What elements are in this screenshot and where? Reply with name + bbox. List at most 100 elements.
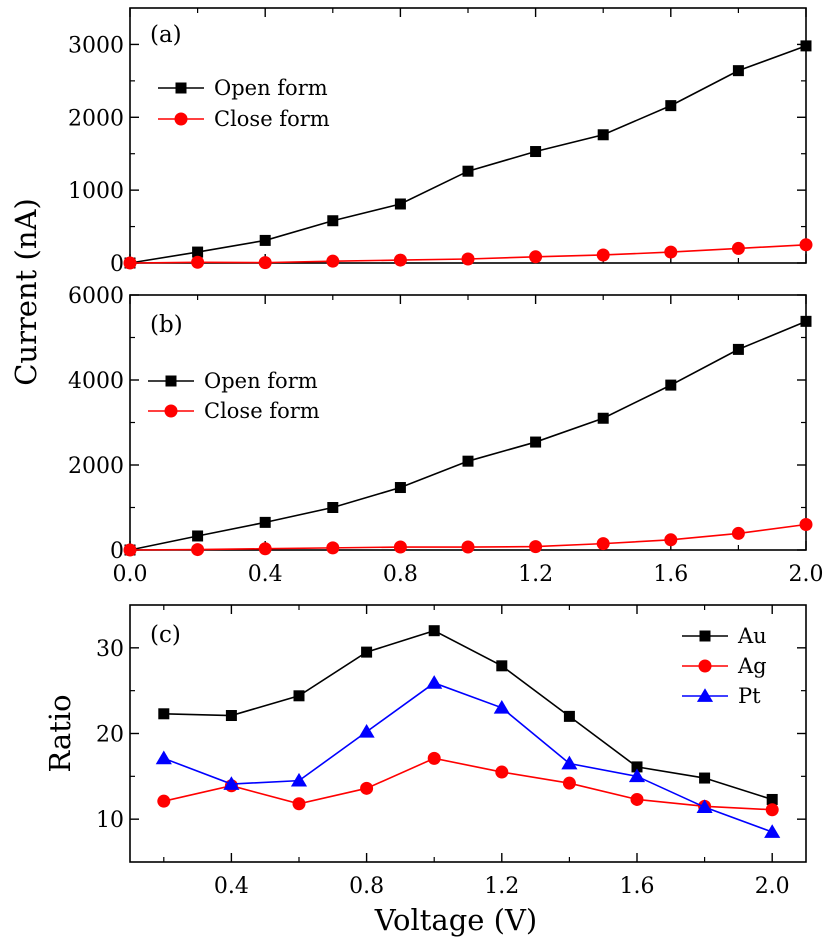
data-point — [529, 250, 543, 264]
data-point — [290, 772, 308, 787]
data-point — [157, 794, 171, 808]
data-point — [123, 543, 137, 557]
data-point — [461, 540, 475, 554]
data-point — [563, 710, 575, 722]
data-point — [530, 436, 542, 448]
data-point — [393, 540, 407, 554]
y-tick-label: 4000 — [68, 369, 124, 394]
data-point — [394, 198, 406, 210]
y-tick-label: 0 — [110, 539, 124, 564]
data-point — [561, 755, 578, 770]
x-tick-label: 0.4 — [248, 562, 283, 587]
data-point — [360, 781, 374, 795]
data-point — [597, 129, 609, 141]
data-point — [628, 768, 646, 783]
data-point — [664, 245, 678, 259]
data-point — [596, 248, 610, 262]
data-point — [258, 256, 272, 270]
x-tick-label: 0.4 — [214, 874, 249, 899]
data-point — [461, 252, 475, 266]
data-point — [326, 541, 340, 555]
data-point — [462, 165, 474, 177]
data-point — [426, 675, 443, 689]
data-point — [155, 750, 172, 765]
x-tick-label: 0.0 — [113, 562, 148, 587]
data-point — [259, 516, 271, 528]
data-point — [799, 518, 813, 531]
x-tick-label: 2.0 — [755, 874, 790, 899]
data-point — [192, 246, 204, 258]
data-point — [732, 343, 744, 355]
data-point — [493, 700, 510, 714]
y-tick-label: 10 — [96, 808, 124, 833]
data-point — [361, 646, 373, 658]
plot-frame — [129, 7, 807, 264]
data-point — [123, 256, 137, 270]
data-point — [327, 215, 339, 227]
data-point — [732, 65, 744, 77]
legend-marker — [164, 404, 178, 418]
data-point — [223, 776, 240, 790]
data-point — [258, 542, 272, 556]
legend-label: Open form — [214, 76, 328, 100]
series-close-form — [123, 238, 813, 270]
legend-marker — [165, 375, 177, 387]
data-point — [562, 776, 576, 790]
x-tick-label: 0.8 — [383, 562, 418, 587]
series-pt — [155, 675, 781, 838]
legend-label: Au — [737, 624, 767, 648]
legend-label: Pt — [738, 684, 761, 708]
series-line — [163, 629, 773, 801]
data-point — [225, 710, 237, 722]
data-point — [800, 40, 812, 52]
legend-marker — [698, 659, 712, 673]
legend-label: Close form — [204, 399, 320, 423]
y-axis-title: Ratio — [43, 694, 77, 772]
data-point — [596, 537, 610, 551]
series-line — [163, 757, 773, 811]
data-point — [530, 146, 542, 158]
data-point — [665, 100, 677, 112]
panel-b: 0 2000 4000 6000 0.0 0.4 0.8 1.2 1.6 2.0 (b) Open f… — [68, 284, 824, 587]
data-point — [529, 540, 543, 554]
data-point — [358, 723, 375, 738]
x-tick-label: 2.0 — [789, 562, 824, 587]
panel-tag: (a) — [150, 22, 182, 48]
panel-tag: (c) — [150, 622, 181, 648]
data-point — [394, 482, 406, 494]
data-point — [696, 799, 713, 814]
data-point — [393, 253, 407, 267]
data-point — [327, 502, 339, 513]
data-point — [428, 625, 440, 637]
data-point — [293, 690, 305, 702]
data-point — [765, 803, 779, 817]
data-point — [664, 533, 678, 547]
series-line — [163, 682, 773, 833]
data-point — [665, 379, 677, 391]
data-point — [731, 526, 745, 540]
data-point — [800, 315, 812, 327]
data-point — [764, 824, 781, 838]
legend-marker — [696, 688, 714, 702]
panel-tag: (b) — [150, 312, 183, 338]
data-point — [597, 412, 609, 424]
x-axis-title: Voltage (V) — [374, 903, 537, 937]
y-tick-label: 0 — [110, 252, 124, 277]
data-point — [699, 772, 711, 784]
series-open-form — [124, 40, 812, 269]
panel-a: 0 1000 2000 3000 (a) Open form Close form — [68, 7, 813, 277]
x-tick-label: 0.8 — [349, 874, 384, 899]
legend-marker — [699, 630, 711, 642]
data-point — [192, 530, 204, 542]
series-line — [129, 320, 807, 551]
y-axis-shared-label: Current (nA) — [9, 198, 43, 386]
data-point — [496, 660, 508, 672]
y-tick-label: 30 — [96, 637, 124, 662]
data-point — [495, 765, 509, 779]
data-point — [191, 255, 205, 269]
data-point — [158, 708, 170, 720]
series-close-form — [123, 518, 813, 557]
x-tick-label: 1.2 — [518, 562, 553, 587]
plot-frame — [129, 604, 807, 863]
